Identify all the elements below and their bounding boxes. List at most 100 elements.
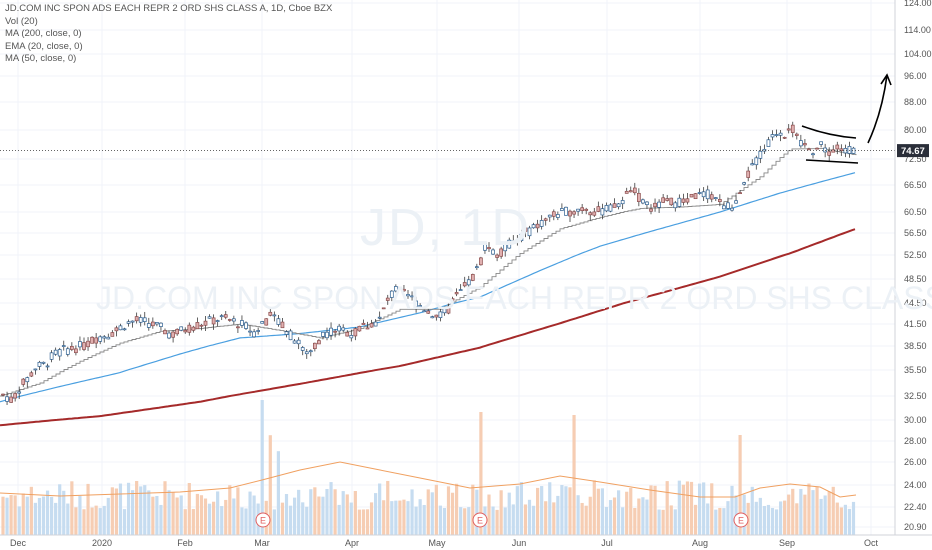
volume-bar <box>596 488 600 535</box>
legend-ema20[interactable]: EMA (20, close, 0) <box>5 40 83 52</box>
volume-bar <box>446 486 451 535</box>
volume-bar <box>240 507 244 535</box>
volume-bar <box>770 507 775 535</box>
price-tick-label: 66.50 <box>904 180 927 190</box>
candle-body <box>766 139 771 147</box>
candle-body <box>292 340 297 344</box>
candle-body <box>187 324 192 333</box>
candle-body <box>256 330 260 332</box>
candle-body <box>199 324 204 327</box>
price-axis[interactable]: 20.90 22.40 24.00 26.00 28.00 30.00 32.50 35.50… <box>894 0 932 535</box>
volume-bar <box>450 492 455 535</box>
candle-body <box>90 336 94 344</box>
volume-bar <box>823 495 827 535</box>
volume-bar <box>25 496 29 535</box>
volume-bar <box>45 490 50 535</box>
time-tick-label: Aug <box>692 538 708 548</box>
volume-bar <box>203 498 208 535</box>
time-axis[interactable]: Dec 2020 Feb Mar Apr May Jun Jul Aug Sep Oct <box>0 534 932 548</box>
volume-bar <box>548 482 552 535</box>
volume-bar <box>560 485 564 535</box>
candle-body <box>823 147 828 153</box>
volume-bar <box>540 486 544 535</box>
price-tick-label: 28.00 <box>904 436 927 446</box>
volume-bar <box>260 400 264 535</box>
volume-bar <box>774 509 779 535</box>
candle-body <box>430 316 435 319</box>
legend-title[interactable]: JD.COM INC SPON ADS EACH REPR 2 ORD SHS … <box>5 3 333 14</box>
volume-bar <box>41 496 46 535</box>
volume-bar <box>390 501 394 535</box>
candle-body <box>596 206 601 212</box>
volume-bar <box>531 505 536 535</box>
volume-bar <box>1 496 5 535</box>
candle-body <box>276 318 281 325</box>
candle-body <box>288 330 293 341</box>
volume-bar <box>495 509 499 535</box>
candle-body <box>313 342 317 350</box>
candle-body <box>560 208 564 211</box>
legend-ma200[interactable]: MA (200, close, 0) <box>5 28 82 39</box>
earnings-marker <box>733 512 749 528</box>
candle-body <box>284 331 289 335</box>
volume-bar <box>754 501 758 535</box>
volume-bar <box>641 497 645 535</box>
candle-body <box>183 329 188 333</box>
volume-bar <box>313 487 317 535</box>
legend-volume[interactable]: Vol (20) <box>5 15 38 27</box>
volume-bar <box>661 509 665 535</box>
candle-body <box>815 147 819 150</box>
candle-body <box>236 326 240 329</box>
volume-bar <box>730 485 734 535</box>
volume-bar <box>374 493 378 535</box>
volume-bar <box>633 507 637 535</box>
last-price-label: 74.67 <box>901 146 925 157</box>
price-tick-label: 96.00 <box>904 71 927 81</box>
candle-body <box>227 319 232 321</box>
time-tick-label: Sep <box>779 538 795 548</box>
volume-bar <box>118 483 123 535</box>
volume-bar <box>131 490 135 535</box>
candle-body <box>790 124 795 133</box>
candle-body <box>762 148 767 152</box>
candle-body <box>167 332 171 339</box>
candle-body <box>317 340 321 345</box>
volume-bar <box>787 494 791 535</box>
volume-bar <box>147 490 151 535</box>
candle-body <box>798 140 803 147</box>
volume-bar <box>329 482 333 535</box>
breakout-arrow-head <box>880 73 892 86</box>
volume-bar <box>333 489 337 535</box>
candle-body <box>215 320 220 322</box>
time-tick-label: Mar <box>254 538 270 548</box>
volume-bar <box>58 484 62 535</box>
volume-bar <box>544 501 548 535</box>
candle-body <box>701 191 706 198</box>
candle-body <box>114 327 119 332</box>
volume-bar <box>224 499 228 535</box>
candle-body <box>547 214 552 218</box>
candle-body <box>819 141 823 145</box>
candle-body <box>398 286 402 289</box>
price-tick-label: 124.00 <box>904 0 932 8</box>
volume-bar <box>576 495 580 535</box>
time-tick-label: Apr <box>345 538 359 548</box>
volume-bar <box>556 495 560 535</box>
candle-body <box>106 336 111 340</box>
volume-bar <box>835 502 839 535</box>
candle-body <box>641 199 645 204</box>
candle-body <box>782 136 787 139</box>
price-tick-label: 38.50 <box>904 341 927 351</box>
volume-bar <box>649 485 653 535</box>
ma200-path <box>0 228 856 427</box>
candle-body <box>57 349 62 357</box>
volume-bar <box>750 486 754 535</box>
volume-ma-line <box>0 461 857 498</box>
candle-body <box>394 286 398 292</box>
volume-bar <box>430 492 434 535</box>
legend-ma50[interactable]: MA (50, close, 0) <box>5 53 77 64</box>
candle-body <box>244 322 248 329</box>
candle-body <box>341 327 346 331</box>
